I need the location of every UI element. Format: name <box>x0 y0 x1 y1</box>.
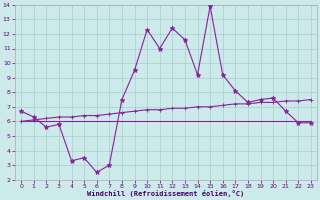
X-axis label: Windchill (Refroidissement éolien,°C): Windchill (Refroidissement éolien,°C) <box>87 190 245 197</box>
